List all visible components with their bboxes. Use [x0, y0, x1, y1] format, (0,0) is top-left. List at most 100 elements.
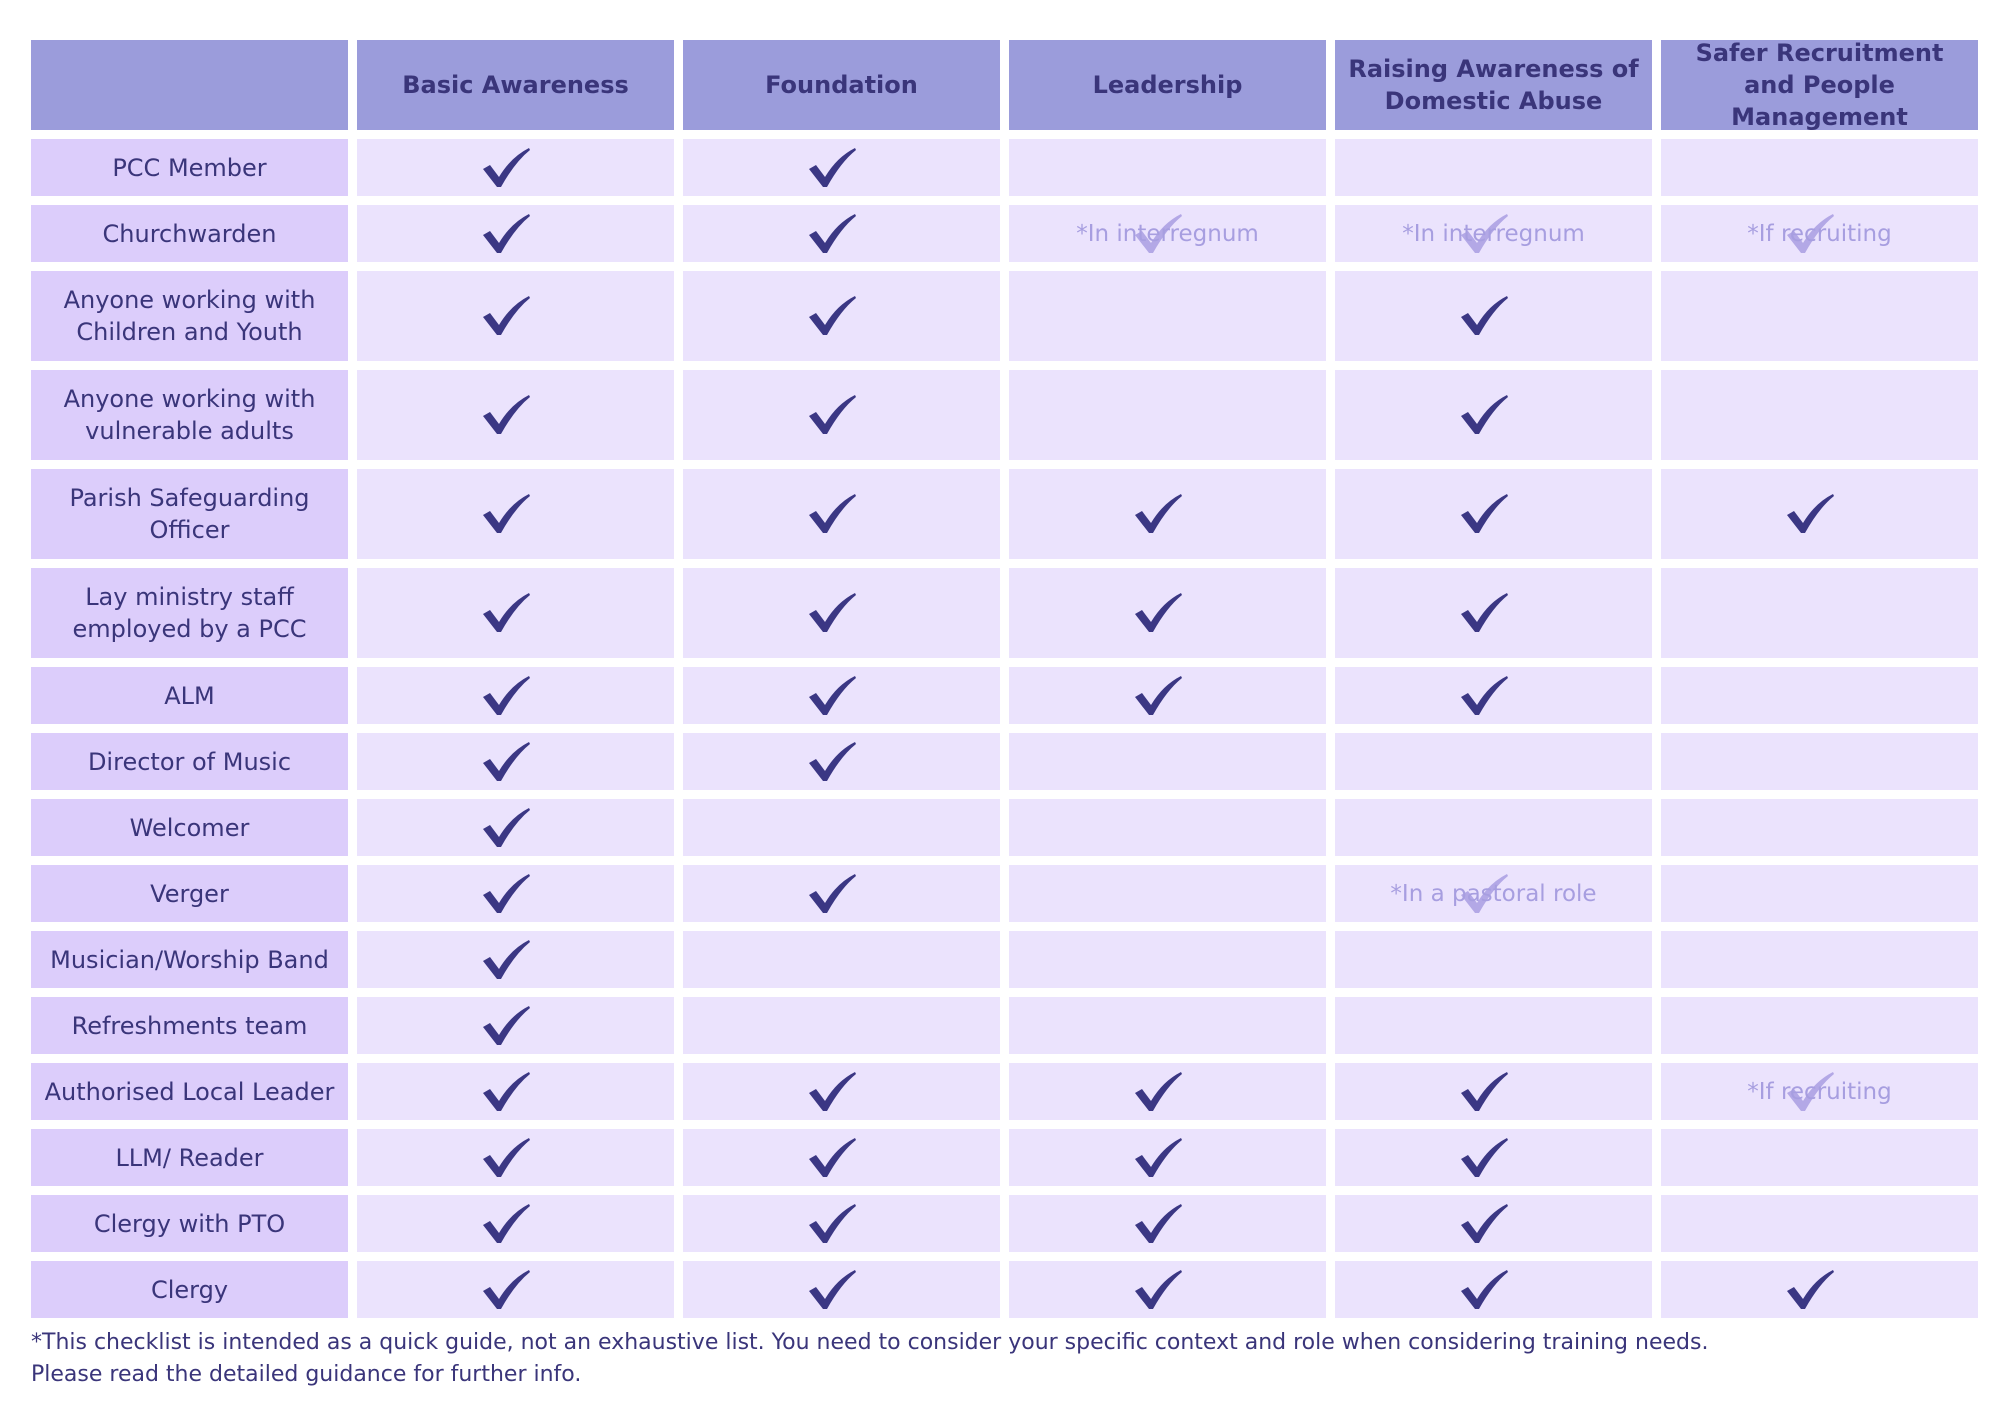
table-cell [683, 469, 1000, 559]
checkmark-icon [1460, 675, 1508, 715]
row-label: LLM/ Reader [31, 1129, 348, 1186]
checkmark-icon [1786, 1071, 1834, 1111]
checkmark-icon [808, 1137, 856, 1177]
table-cell: *If recruiting [1661, 205, 1978, 262]
checkmark-icon [482, 593, 530, 632]
table-cell [357, 931, 674, 988]
table-cell [357, 799, 674, 856]
table-cell [1661, 931, 1978, 988]
column-header: Raising Awareness of Domestic Abuse [1335, 40, 1652, 130]
checkmark-icon [482, 939, 530, 979]
checkmark-icon [808, 1203, 856, 1243]
checkmark-icon [482, 296, 530, 335]
checkmark-icon [1460, 395, 1508, 434]
table-cell [357, 865, 674, 922]
table-cell [683, 1195, 1000, 1252]
checkmark-icon [1786, 494, 1834, 533]
checkmark-icon [482, 1005, 530, 1045]
checkmark-icon [1460, 873, 1508, 913]
table-cell [357, 205, 674, 262]
table-cell [357, 139, 674, 196]
table-cell [683, 1261, 1000, 1318]
table-cell [1009, 139, 1326, 196]
checkmark-icon [1460, 213, 1508, 253]
checkmark-icon [808, 1071, 856, 1111]
checkmark-icon [1134, 1071, 1182, 1111]
checkmark-icon [482, 807, 530, 847]
table-cell: *In interregnum [1335, 205, 1652, 262]
header-corner [31, 40, 348, 130]
checkmark-icon [808, 593, 856, 632]
footnote-line-1: *This checklist is intended as a quick g… [31, 1330, 1709, 1355]
row-label: Lay ministry staff employed by a PCC [31, 568, 348, 658]
checkmark-icon [1134, 213, 1182, 253]
column-header: Safer Recruitment and People Management [1661, 39, 1978, 131]
checkmark-icon [1460, 593, 1508, 632]
conditional-note: *If recruiting [1747, 220, 1892, 247]
checkmark-icon [808, 213, 856, 253]
table-cell [1661, 1261, 1978, 1318]
checkmark-icon [482, 1269, 530, 1309]
table-cell: *If recruiting [1661, 1063, 1978, 1120]
table-cell [683, 205, 1000, 262]
table-cell [1661, 865, 1978, 922]
table-cell [683, 997, 1000, 1054]
table-cell [683, 799, 1000, 856]
table-cell [1009, 733, 1326, 790]
table-cell [1009, 568, 1326, 658]
conditional-note: *In a pastoral role [1390, 880, 1597, 907]
table-cell: *In a pastoral role [1335, 865, 1652, 922]
checkmark-icon [1460, 1269, 1508, 1309]
table-cell [1009, 271, 1326, 361]
table-cell [683, 865, 1000, 922]
table-cell [1009, 1261, 1326, 1318]
checkmark-icon [808, 147, 856, 187]
table-cell [683, 139, 1000, 196]
checkmark-icon [482, 741, 530, 781]
checkmark-icon [482, 1071, 530, 1111]
table-cell [1661, 1129, 1978, 1186]
table-cell [683, 667, 1000, 724]
row-label: Anyone working with Children and Youth [31, 271, 348, 361]
table-cell [1009, 1195, 1326, 1252]
table-cell [1661, 568, 1978, 658]
checkmark-icon [1460, 1137, 1508, 1177]
row-label: Welcomer [31, 799, 348, 856]
table-cell [357, 1261, 674, 1318]
table-cell [1009, 667, 1326, 724]
table-cell [1661, 469, 1978, 559]
table-cell [357, 370, 674, 460]
table-cell [1335, 1063, 1652, 1120]
table-cell [1009, 865, 1326, 922]
table-cell [357, 1195, 674, 1252]
table-cell [1335, 997, 1652, 1054]
row-label: Director of Music [31, 733, 348, 790]
table-cell [357, 997, 674, 1054]
table-cell [683, 1063, 1000, 1120]
checkmark-icon [482, 873, 530, 913]
checkmark-icon [808, 873, 856, 913]
checkmark-icon [482, 395, 530, 434]
table-cell [1009, 997, 1326, 1054]
table-cell [1335, 469, 1652, 559]
table-cell [683, 370, 1000, 460]
table-cell [1661, 799, 1978, 856]
checkmark-icon [1134, 1269, 1182, 1309]
training-matrix: Basic Awareness Foundation Leadership Raisi… [31, 39, 1981, 1318]
row-label: Verger [31, 865, 348, 922]
footnote: *This checklist is intended as a quick g… [31, 1327, 1971, 1391]
checkmark-icon [1786, 213, 1834, 253]
table-cell [1661, 733, 1978, 790]
checkmark-icon [1134, 593, 1182, 632]
checkmark-icon [482, 675, 530, 715]
table-cell [357, 667, 674, 724]
table-cell [357, 1063, 674, 1120]
checkmark-icon [482, 1137, 530, 1177]
checkmark-icon [482, 213, 530, 253]
row-label: PCC Member [31, 139, 348, 196]
table-cell [357, 733, 674, 790]
conditional-note: *In interregnum [1076, 220, 1259, 247]
checkmark-icon [482, 1203, 530, 1243]
footnote-line-2: Please read the detailed guidance for fu… [31, 1362, 582, 1387]
checkmark-icon [808, 741, 856, 781]
